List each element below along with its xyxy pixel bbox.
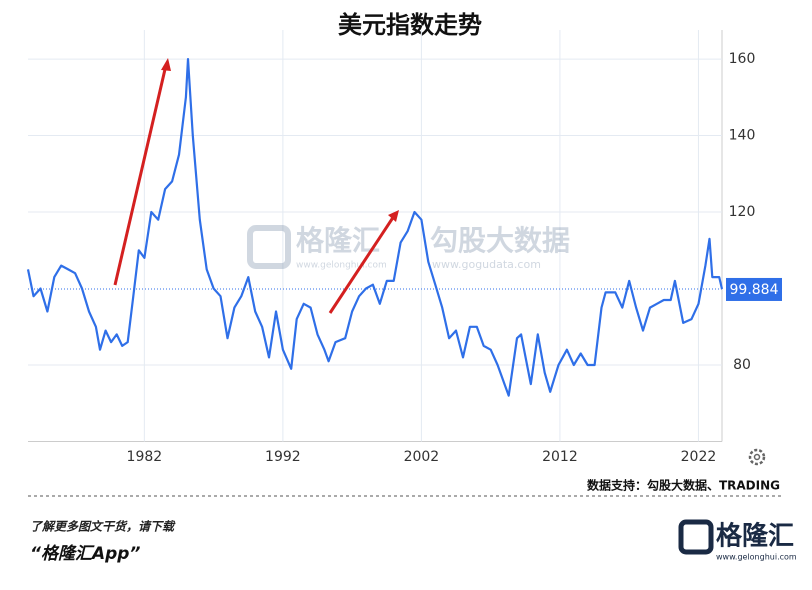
watermark: 格隆汇 www.gelonghui.com 勾股大数据 www.gogudata… bbox=[247, 224, 570, 271]
logo-icon bbox=[678, 519, 714, 555]
x-tick-label: 1992 bbox=[265, 449, 301, 465]
footer-app: “格隆汇App” bbox=[30, 544, 140, 564]
last-value-label: 99.884 bbox=[730, 282, 779, 298]
source: 数据支持：勾股大数据、TRADING bbox=[587, 478, 780, 493]
y-tick-label: 160 bbox=[729, 51, 756, 67]
arrow-head bbox=[161, 58, 171, 71]
arrow-head bbox=[388, 210, 399, 222]
x-tick-label: 1982 bbox=[127, 449, 163, 465]
x-tick-label: 2002 bbox=[404, 449, 440, 465]
watermark-text: 勾股大数据 bbox=[430, 224, 570, 257]
y-tick-label: 80 bbox=[733, 357, 751, 373]
logo-url: www.gelonghui.com bbox=[716, 553, 797, 562]
arrows bbox=[113, 58, 399, 314]
footer-prompt: 了解更多图文干货，请下载 bbox=[30, 520, 176, 534]
arrow bbox=[328, 215, 396, 314]
x-tick-label: 2022 bbox=[681, 449, 717, 465]
logo-text: 格隆汇 bbox=[716, 521, 794, 552]
grid: 80 120 140 160 1982 1992 2002 2012 2022 bbox=[28, 30, 755, 465]
arrow bbox=[113, 64, 168, 286]
y-tick-label: 120 bbox=[729, 204, 756, 220]
x-tick-label: 2012 bbox=[542, 449, 578, 465]
chart-title: 美元指数走势 bbox=[338, 11, 482, 39]
plot: 99.884 bbox=[26, 58, 782, 397]
watermark-logo bbox=[247, 225, 291, 269]
line-series bbox=[26, 58, 724, 397]
settings-icon[interactable] bbox=[748, 448, 766, 466]
y-tick-label: 140 bbox=[729, 128, 756, 144]
gear-center[interactable] bbox=[753, 453, 761, 461]
watermark-url: www.gelonghui.com bbox=[296, 261, 387, 271]
watermark-url: www.gogudata.com bbox=[432, 258, 541, 271]
gear[interactable] bbox=[748, 448, 766, 466]
watermark-text: 格隆汇 bbox=[296, 224, 380, 257]
last-value-box bbox=[726, 277, 782, 301]
